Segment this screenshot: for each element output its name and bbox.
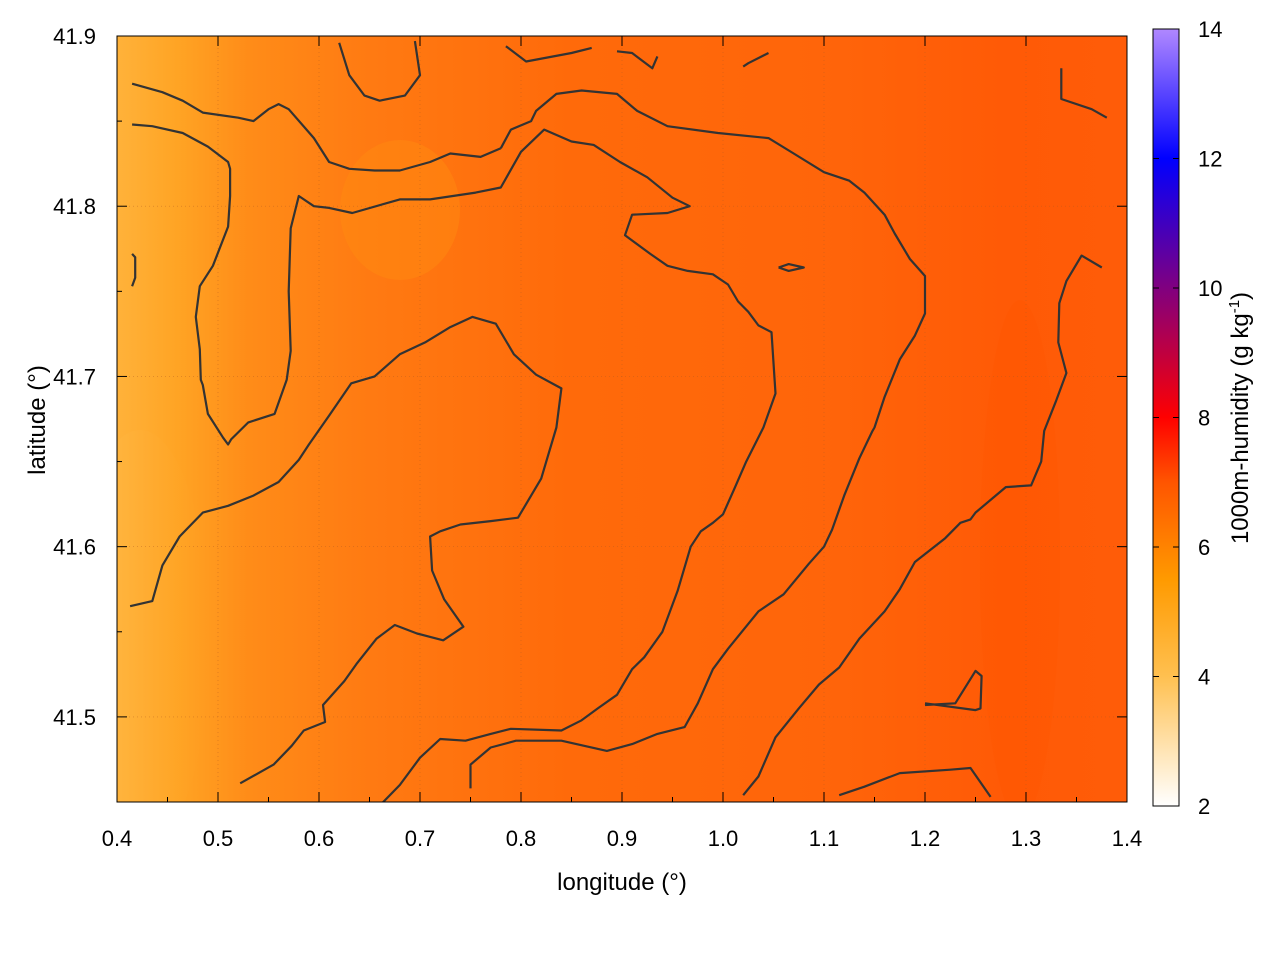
x-tick-label: 1.1 <box>809 826 840 851</box>
contour-line <box>131 253 137 287</box>
x-tick-label: 0.5 <box>203 826 234 851</box>
plot-area <box>117 36 1127 802</box>
contour-line <box>924 669 983 712</box>
heatmap-moist-region <box>980 300 1060 802</box>
contour-line <box>742 52 769 68</box>
contour-line <box>505 45 592 63</box>
contour-line <box>338 40 422 102</box>
heatmap-dry-region <box>117 430 210 802</box>
x-tick-label: 1.3 <box>1011 826 1042 851</box>
x-tick-label: 0.7 <box>405 826 436 851</box>
colorbar-tick-label: 2 <box>1198 794 1210 819</box>
colorbar-tick-label: 10 <box>1198 276 1222 301</box>
colorbar-tick-label: 14 <box>1198 17 1222 42</box>
contour-line <box>742 254 1103 796</box>
colorbar-label: 1000m-humidity (g kg-1) <box>1226 292 1254 544</box>
contour-line <box>132 123 777 802</box>
y-tick-label: 41.7 <box>53 364 96 389</box>
colorbar-tick-label: 12 <box>1198 147 1222 172</box>
x-tick-label: 1.0 <box>708 826 739 851</box>
contour-line <box>129 315 563 785</box>
contour-line <box>131 82 502 172</box>
contour-line <box>838 766 992 798</box>
heatmap-dry-region-north <box>340 140 460 280</box>
contour-line <box>778 263 805 272</box>
grid-lines <box>117 36 1127 802</box>
colorbar-tick-label: 4 <box>1198 665 1210 690</box>
y-tick-label: 41.8 <box>53 194 96 219</box>
colorbar-tick-label: 6 <box>1198 535 1210 560</box>
colorbar-ticks: 2 4 6 8 10 12 14 <box>1153 17 1222 819</box>
colorbar: 2 4 6 8 10 12 14 1000m-humidity (g kg-1) <box>1152 17 1254 819</box>
contour-line <box>616 50 659 70</box>
colorbar-tick-label: 8 <box>1198 406 1210 431</box>
x-tick-label: 1.2 <box>910 826 941 851</box>
y-axis: 41.5 41.6 41.7 41.8 41.9 <box>53 24 1127 730</box>
y-axis-label: latitude (°) <box>24 365 51 475</box>
x-tick-label: 0.9 <box>607 826 638 851</box>
x-axis-label: longitude (°) <box>557 869 687 896</box>
contour-line <box>1060 68 1108 119</box>
contour-line <box>469 89 927 789</box>
y-tick-label: 41.5 <box>53 705 96 730</box>
y-tick-label: 41.9 <box>53 24 96 49</box>
x-axis: 0.4 0.5 0.6 0.7 0.8 0.9 1.0 1.1 1.2 1.3 1.4 <box>102 36 1143 851</box>
x-tick-label: 0.8 <box>506 826 537 851</box>
y-tick-label: 41.6 <box>53 535 96 560</box>
x-tick-label: 0.4 <box>102 826 133 851</box>
contour-lines <box>129 40 1108 802</box>
x-tick-label: 1.4 <box>1112 826 1143 851</box>
x-tick-label: 0.6 <box>304 826 335 851</box>
